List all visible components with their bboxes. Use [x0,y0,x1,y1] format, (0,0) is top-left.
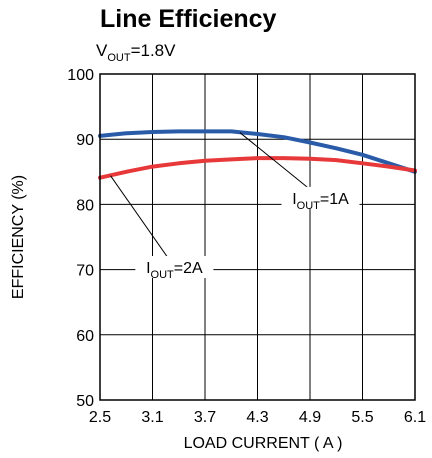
x-tick-label: 5.5 [351,409,373,426]
x-tick-label: 6.1 [404,409,426,426]
y-tick-label: 60 [76,328,94,345]
y-tick-label: 70 [76,263,94,280]
x-tick-label: 4.9 [299,409,321,426]
y-tick-label: 90 [76,132,94,149]
annotation-label-iout-1a: IOUT=1A [292,191,349,212]
x-tick-label: 2.5 [89,409,111,426]
y-axis-label: EFFICIENCY (%) [10,175,27,299]
series-line-iout-2a [98,156,417,180]
chart-subtitle: VOUT=1.8V [96,41,176,64]
y-tick-labels: 50 60 70 80 90 100 [67,67,94,410]
chart-title: Line Efficiency [100,5,277,33]
x-tick-label: 4.3 [246,409,268,426]
annotation-layer: IOUT=1A IOUT=2A [110,132,360,281]
annotation-bg-iout-1a [281,186,360,209]
grid [100,74,415,400]
x-tick-label: 3.1 [141,409,163,426]
x-tick-label: 3.7 [194,409,216,426]
x-axis-label: LOAD CURRENT ( A ) [184,435,343,452]
x-tick-labels: 2.5 3.1 3.7 4.3 4.9 5.5 6.1 [89,409,426,426]
plot-frame [99,73,416,401]
annotation-bg-iout-2a [135,255,214,278]
annotation-leader-iout-2a [110,175,175,268]
y-tick-label: 80 [76,197,94,214]
series-layer [98,129,417,180]
annotation-label-iout-2a: IOUT=2A [146,260,203,281]
y-tick-label: 50 [76,393,94,410]
y-tick-label: 100 [67,67,94,84]
series-line-iout-1a [98,129,417,174]
